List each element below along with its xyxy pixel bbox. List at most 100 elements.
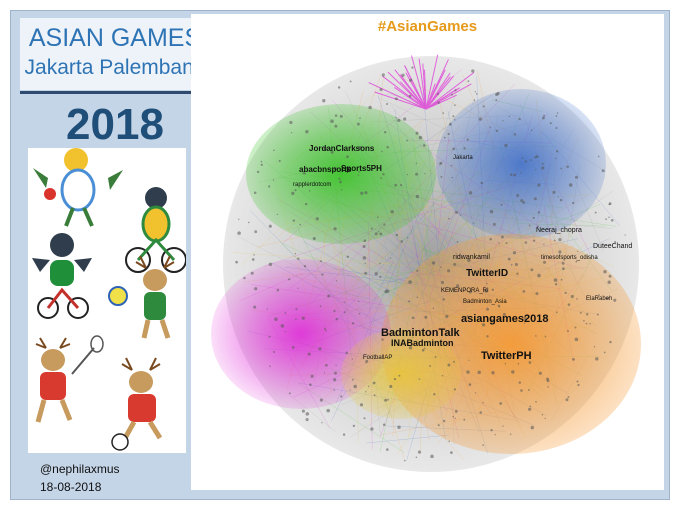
burst-edge — [425, 72, 475, 110]
burst-edge — [400, 81, 427, 110]
network-node — [549, 122, 552, 125]
network-node — [447, 269, 451, 273]
network-node — [406, 236, 409, 239]
burst-edge — [374, 91, 427, 110]
network-node — [390, 209, 394, 214]
network-node — [408, 78, 413, 82]
network-node — [416, 296, 419, 299]
network-node — [289, 120, 293, 125]
network-node — [517, 362, 520, 365]
label-timesofsports: timesofsports_odisha — [541, 255, 598, 261]
credit-date: 18-08-2018 — [40, 480, 102, 494]
network-node — [400, 240, 403, 243]
network-node — [561, 261, 565, 265]
burst-edge — [425, 88, 458, 110]
cluster-green — [246, 104, 436, 244]
network-node — [406, 173, 408, 176]
network-node — [365, 359, 369, 363]
network-node — [370, 227, 373, 230]
network-node — [496, 91, 500, 96]
network-node — [340, 395, 343, 398]
network-node — [338, 177, 341, 180]
network-node — [349, 80, 352, 83]
network-node — [536, 225, 539, 228]
network-node — [434, 355, 437, 358]
burst-edge — [425, 75, 454, 110]
network-node — [381, 338, 384, 341]
burst-edge — [394, 69, 427, 110]
network-node — [406, 139, 409, 142]
network-node — [453, 262, 457, 266]
network-node — [305, 412, 310, 416]
network-node — [535, 400, 537, 403]
network-node — [343, 311, 346, 314]
network-node — [250, 271, 254, 275]
network-node — [500, 203, 503, 206]
network-node — [562, 267, 565, 271]
network-node — [576, 380, 579, 383]
network-node — [291, 191, 295, 196]
network-node — [451, 93, 453, 96]
network-node — [468, 290, 472, 294]
network-node — [463, 147, 466, 150]
network-node — [481, 323, 486, 327]
network-node — [330, 119, 334, 123]
label-kemenpora: KEMENPORA_RI — [441, 288, 489, 294]
network-node — [326, 408, 330, 413]
network-node — [442, 419, 446, 423]
network-node — [395, 233, 398, 237]
network-node — [357, 174, 360, 176]
network-node — [411, 316, 415, 320]
network-node — [513, 133, 517, 136]
network-node — [546, 379, 550, 383]
network-node — [337, 86, 341, 89]
network-node — [585, 322, 588, 325]
network-node — [333, 309, 336, 313]
network-node — [613, 298, 617, 302]
network-node — [339, 180, 342, 184]
network-node — [522, 290, 526, 293]
network-node — [351, 378, 354, 381]
label-abacbnsports: abacbnsports — [299, 165, 352, 174]
network-node — [555, 127, 558, 129]
network-node — [315, 217, 319, 221]
network-node — [437, 101, 440, 104]
network-node — [378, 231, 380, 233]
network-node — [359, 403, 364, 407]
network-node — [466, 370, 470, 374]
network-node — [577, 383, 580, 387]
network-node — [319, 398, 323, 402]
network-node — [294, 189, 297, 192]
network-node — [323, 372, 326, 374]
burst-edge — [425, 54, 439, 110]
network-node — [379, 232, 383, 236]
network-node — [520, 389, 523, 392]
network-node — [490, 428, 493, 432]
network-node — [535, 292, 539, 296]
magenta-burst — [368, 54, 475, 110]
network-node — [489, 237, 492, 241]
network-node — [608, 216, 610, 218]
network-node — [598, 294, 600, 297]
network-node — [310, 374, 314, 378]
network-node — [238, 218, 240, 220]
network-node — [475, 392, 477, 394]
mascots-illustration — [28, 148, 186, 453]
network-node — [325, 329, 327, 332]
network-node — [589, 323, 591, 325]
network-node — [334, 371, 337, 375]
network-node — [322, 99, 326, 103]
label-inabadminton: INABadminton — [391, 338, 454, 348]
network-node — [266, 308, 268, 310]
network-node — [334, 124, 338, 128]
network-node — [386, 102, 389, 106]
network-edge — [365, 434, 450, 444]
network-node — [273, 149, 275, 152]
burst-edge — [418, 58, 427, 110]
network-node — [577, 250, 579, 253]
network-node — [276, 288, 280, 292]
network-node — [394, 183, 398, 187]
network-node — [497, 304, 501, 307]
network-node — [417, 450, 422, 454]
network-node — [479, 411, 483, 414]
